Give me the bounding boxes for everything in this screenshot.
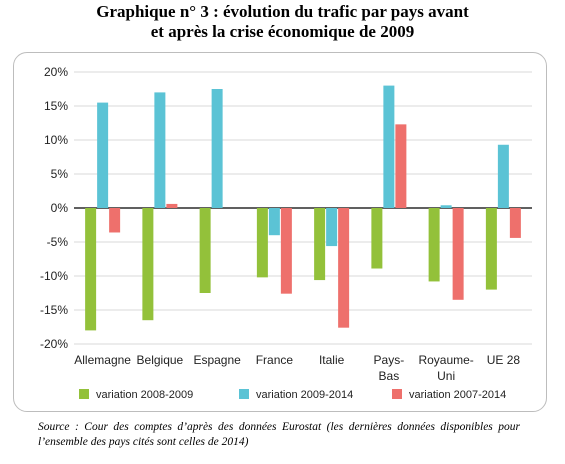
y-tick-label: 0% (51, 201, 69, 215)
legend-label: variation 2007-2014 (409, 389, 506, 401)
bar (383, 85, 395, 208)
bar (452, 208, 464, 300)
bar (428, 208, 440, 282)
legend-swatch (239, 389, 249, 399)
bar (97, 102, 109, 208)
legend-swatch (79, 389, 89, 399)
category-label: Bas (379, 369, 400, 383)
bar (142, 208, 154, 321)
bar (256, 208, 268, 278)
bar (338, 208, 350, 328)
y-tick-label: -10% (40, 269, 68, 283)
bar (395, 124, 407, 208)
bar (440, 205, 452, 208)
bar (280, 208, 292, 294)
category-label: Uni (437, 369, 455, 383)
chart-title: Graphique n° 3 : évolution du trafic par… (0, 2, 565, 42)
source-note: Source : Cour des comptes d’après des do… (38, 421, 520, 448)
bar (154, 92, 166, 208)
bar-chart: 20% 15% 10% 5% 0% -5% -10% -15% -20% Allemagne Bel… (40, 65, 532, 401)
legend-swatch (392, 389, 402, 399)
bar (166, 203, 178, 208)
y-tick-label: -20% (40, 337, 68, 351)
bar (314, 208, 326, 281)
category-label: Royaume- (418, 353, 473, 367)
y-tick-label: 5% (51, 167, 69, 181)
title-line-1: Graphique n° 3 : évolution du trafic par… (96, 2, 469, 21)
bar (509, 208, 521, 238)
y-tick-label: 15% (44, 99, 68, 113)
category-label: France (256, 353, 294, 367)
category-label: Italie (319, 353, 345, 367)
y-tick-label: -5% (47, 235, 69, 249)
category-label: UE 28 (487, 353, 521, 367)
y-tick-label: 20% (44, 65, 68, 79)
bar (497, 144, 509, 208)
bar (268, 208, 280, 236)
y-tick-label: -15% (40, 303, 68, 317)
bar (109, 208, 121, 233)
bar (85, 208, 97, 331)
bar (211, 89, 223, 208)
bar (485, 208, 497, 290)
bar (326, 208, 338, 247)
y-tick-label: 10% (44, 133, 68, 147)
category-label: Belgique (137, 353, 184, 367)
category-label: Pays- (374, 353, 405, 367)
bar (199, 208, 211, 293)
category-label: Allemagne (74, 353, 131, 367)
legend-label: variation 2009-2014 (256, 389, 353, 401)
chart-panel: 20% 15% 10% 5% 0% -5% -10% -15% -20% Allemagne Bel… (13, 52, 547, 412)
category-label: Espagne (193, 353, 241, 367)
title-line-2: et après la crise économique de 2009 (150, 22, 415, 41)
legend-label: variation 2008-2009 (96, 389, 193, 401)
bar (371, 208, 383, 269)
